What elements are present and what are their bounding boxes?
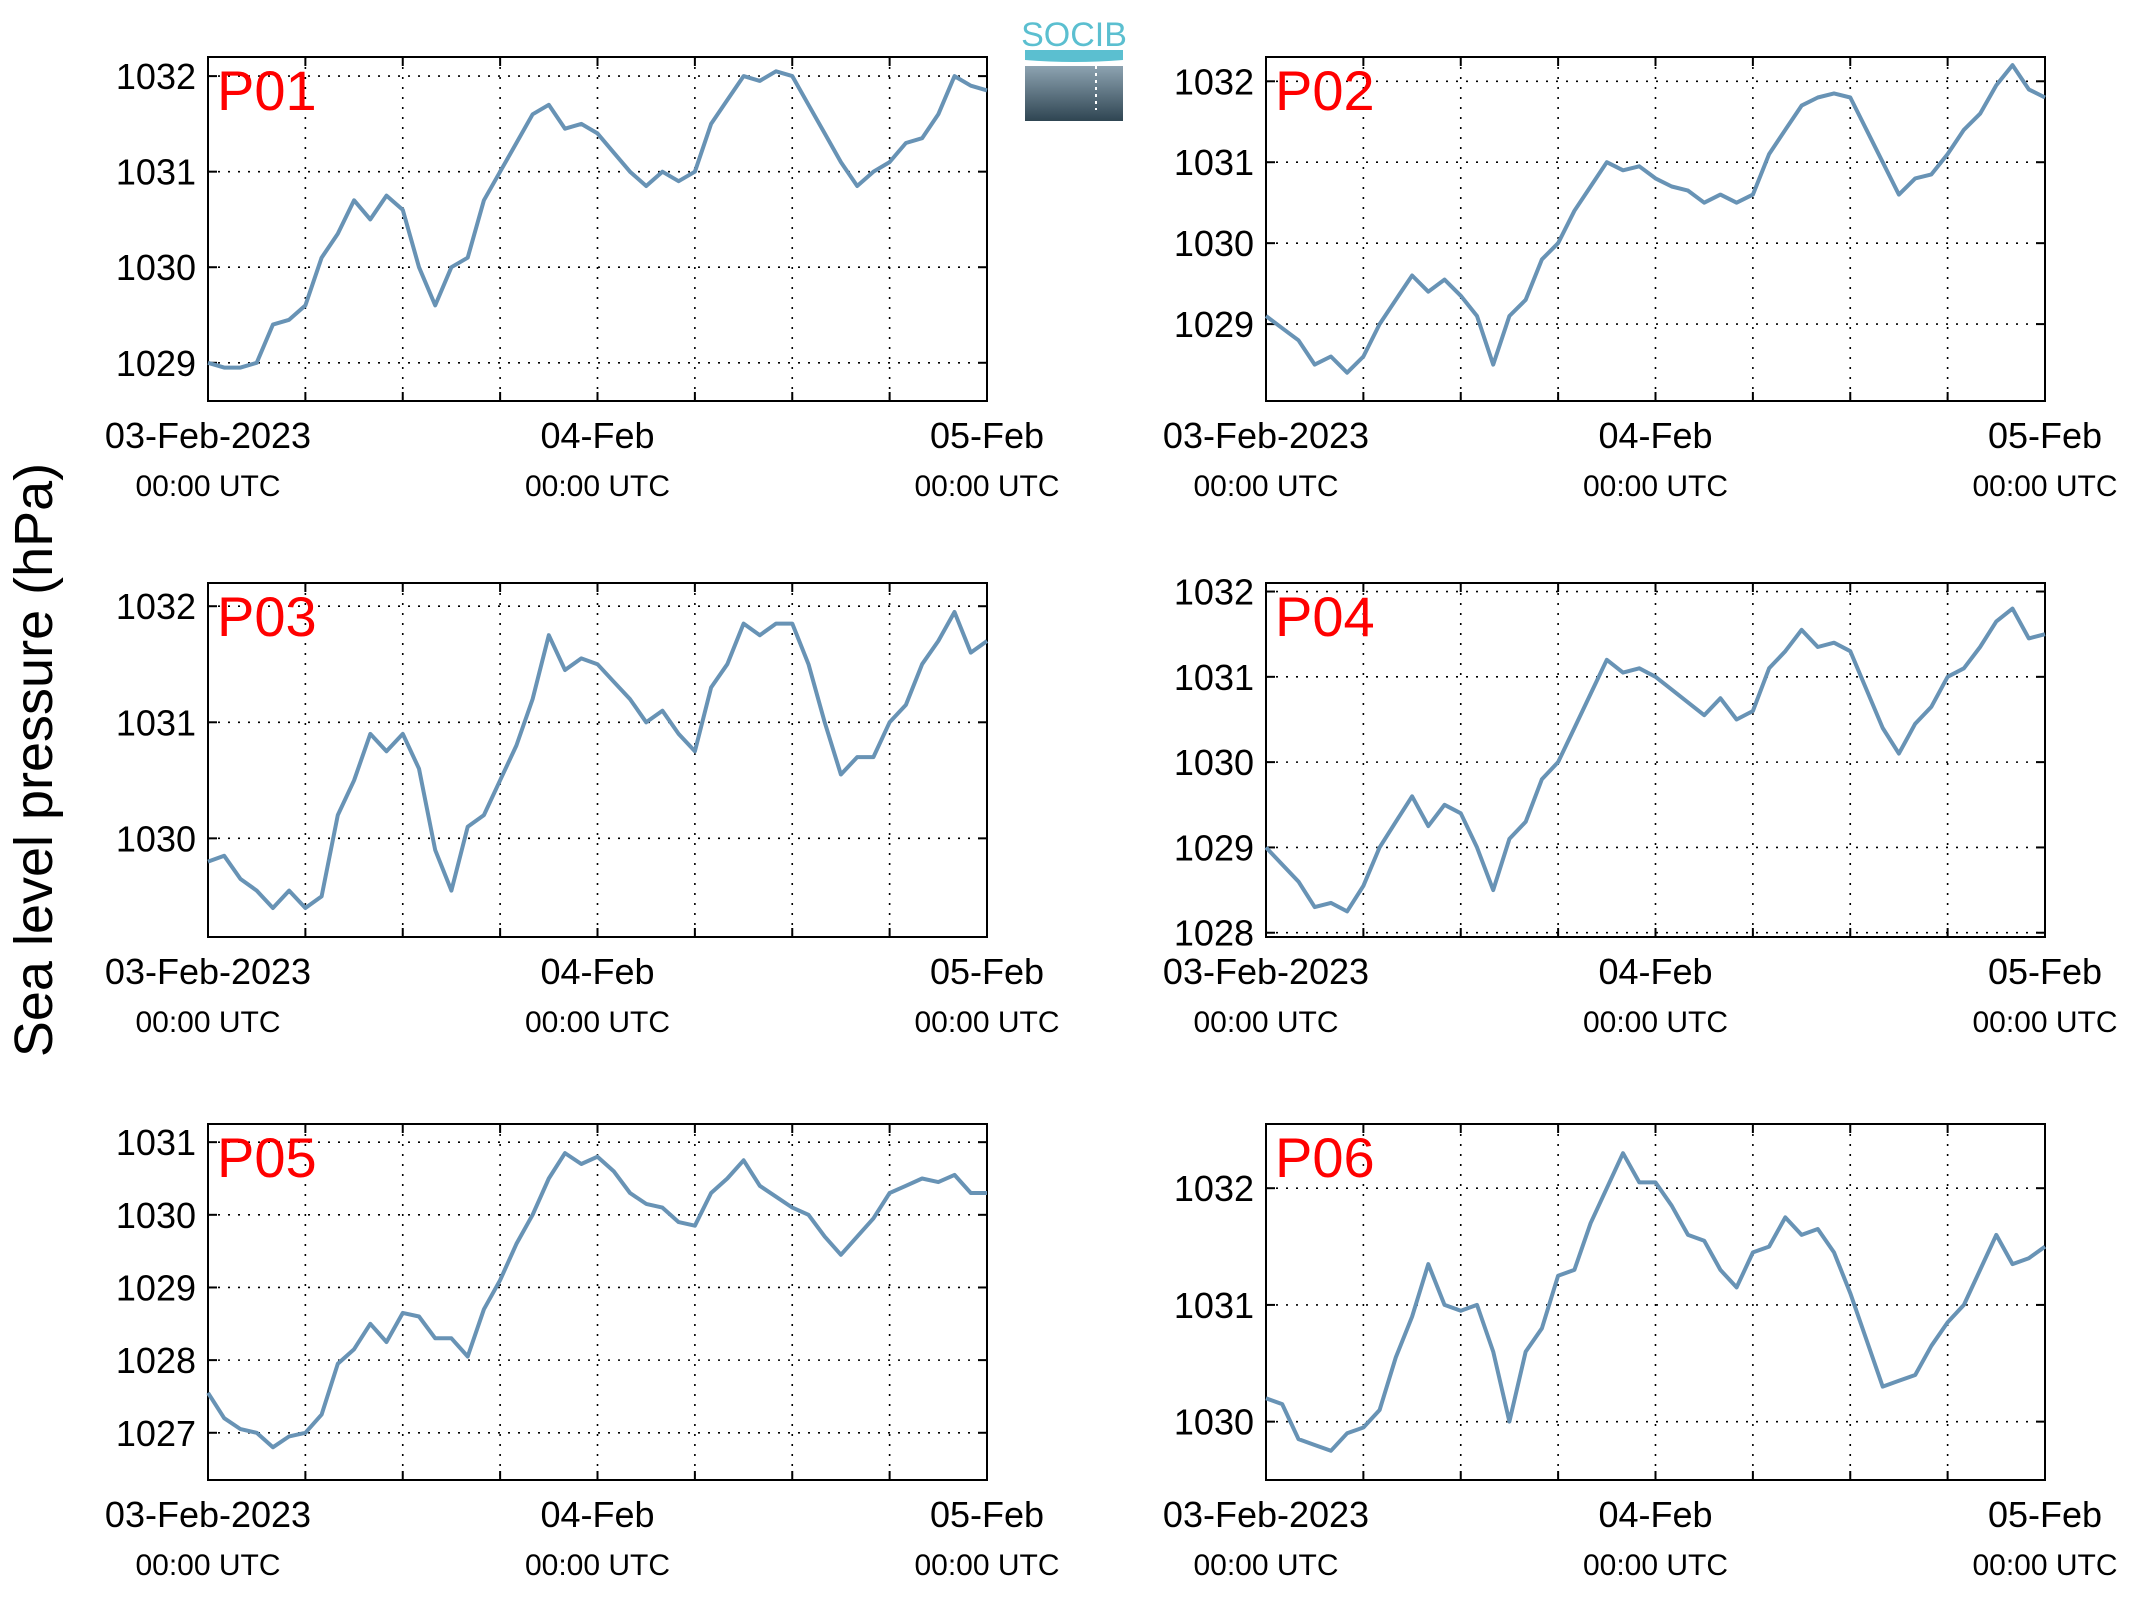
x-tick-label-date: 03-Feb-2023 bbox=[1163, 415, 1369, 456]
x-tick-label-date: 03-Feb-2023 bbox=[105, 1494, 311, 1535]
grid-lines bbox=[1266, 57, 2045, 401]
y-tick-label: 1029 bbox=[1174, 304, 1254, 345]
grid-lines bbox=[208, 1124, 987, 1480]
x-tick-label-date: 03-Feb-2023 bbox=[105, 951, 311, 992]
x-tick-label-time: 00:00 UTC bbox=[1972, 470, 2117, 503]
y-tick-label: 1032 bbox=[1174, 1168, 1254, 1209]
socib-logo: SOCIB bbox=[1021, 16, 1127, 121]
grid-lines bbox=[208, 57, 987, 401]
y-tick-label: 1030 bbox=[116, 1195, 196, 1236]
x-tick-label-date: 04-Feb bbox=[540, 1494, 654, 1535]
x-tick-label-time: 00:00 UTC bbox=[135, 1549, 280, 1582]
y-tick-label: 1030 bbox=[1174, 1402, 1254, 1443]
x-tick-label-date: 05-Feb bbox=[930, 415, 1044, 456]
x-tick-label-time: 00:00 UTC bbox=[1583, 470, 1728, 503]
panel-p04: 1028 1029 1030 1031 1032 03-Feb-2023 00:00 UTC… bbox=[1163, 572, 2118, 1039]
panel-label: P05 bbox=[217, 1126, 317, 1189]
panel-p03: 1030 1031 1032 03-Feb-2023 00:00 UTC 04-Feb 00… bbox=[105, 582, 1060, 1039]
y-tick-label: 1030 bbox=[116, 247, 196, 288]
y-tick-label: 1031 bbox=[1174, 1285, 1254, 1326]
x-tick-label-date: 05-Feb bbox=[930, 1494, 1044, 1535]
x-tick-label-time: 00:00 UTC bbox=[914, 1549, 1059, 1582]
x-tick-label-time: 00:00 UTC bbox=[135, 1006, 280, 1039]
x-tick-label-time: 00:00 UTC bbox=[1583, 1006, 1728, 1039]
x-tick-label-date: 03-Feb-2023 bbox=[1163, 1494, 1369, 1535]
x-tick-label-date: 04-Feb bbox=[540, 951, 654, 992]
y-tick-label: 1030 bbox=[1174, 742, 1254, 783]
y-tick-label: 1032 bbox=[116, 56, 196, 97]
panel-p02: 1029 1030 1031 1032 03-Feb-2023 00:00 UTC 04-F… bbox=[1163, 56, 2118, 503]
panel-label: P02 bbox=[1275, 59, 1375, 122]
y-tick-label: 1029 bbox=[1174, 827, 1254, 868]
x-tick-label-date: 04-Feb bbox=[1598, 415, 1712, 456]
grid-lines bbox=[1266, 1124, 2045, 1480]
x-tick-label-date: 04-Feb bbox=[540, 415, 654, 456]
x-tick-label-date: 05-Feb bbox=[1988, 1494, 2102, 1535]
y-tick-label: 1027 bbox=[116, 1413, 196, 1454]
x-tick-label-time: 00:00 UTC bbox=[135, 470, 280, 503]
x-tick-label-time: 00:00 UTC bbox=[525, 470, 670, 503]
panel-label: P06 bbox=[1275, 1126, 1375, 1189]
series-line bbox=[207, 610, 989, 910]
panel-label: P03 bbox=[217, 585, 317, 648]
series-line bbox=[1265, 1151, 2047, 1453]
x-tick-label-date: 03-Feb-2023 bbox=[105, 415, 311, 456]
x-tick-label-time: 00:00 UTC bbox=[1193, 470, 1338, 503]
panels: 1029 1030 1031 1032 03-Feb-2023 00:00 UTC 04-F… bbox=[105, 56, 2118, 1582]
grid-lines bbox=[1266, 583, 2045, 937]
y-tick-label: 1032 bbox=[1174, 61, 1254, 102]
y-tick-label: 1032 bbox=[1174, 572, 1254, 613]
x-tick-label-time: 00:00 UTC bbox=[1583, 1549, 1728, 1582]
series-line bbox=[1264, 606, 2046, 914]
x-tick-label-date: 05-Feb bbox=[930, 951, 1044, 992]
x-tick-label-time: 00:00 UTC bbox=[1972, 1006, 2117, 1039]
y-tick-label: 1030 bbox=[1174, 223, 1254, 264]
x-tick-label-date: 05-Feb bbox=[1988, 415, 2102, 456]
panel-p01: 1029 1030 1031 1032 03-Feb-2023 00:00 UTC 04-F… bbox=[105, 56, 1060, 503]
axes-frame bbox=[1265, 1123, 2046, 1481]
y-tick-label: 1028 bbox=[1174, 913, 1254, 954]
panel-p06: 1030 1031 1032 03-Feb-2023 00:00 UTC 04-Feb 00… bbox=[1163, 1123, 2118, 1582]
x-tick-label-date: 03-Feb-2023 bbox=[1163, 951, 1369, 992]
x-tick-label-time: 00:00 UTC bbox=[1193, 1549, 1338, 1582]
series-line bbox=[1264, 63, 2046, 375]
y-tick-label: 1032 bbox=[116, 586, 196, 627]
y-tick-label: 1031 bbox=[116, 152, 196, 193]
y-tick-label: 1029 bbox=[116, 1267, 196, 1308]
x-tick-label-date: 04-Feb bbox=[1598, 951, 1712, 992]
panel-label: P01 bbox=[217, 59, 317, 122]
x-tick-label-time: 00:00 UTC bbox=[525, 1006, 670, 1039]
x-tick-label-time: 00:00 UTC bbox=[914, 1006, 1059, 1039]
socib-logo-text: SOCIB bbox=[1021, 16, 1127, 54]
series-line bbox=[206, 1151, 987, 1450]
axes-frame bbox=[207, 1123, 988, 1481]
x-tick-label-date: 04-Feb bbox=[1598, 1494, 1712, 1535]
y-tick-label: 1031 bbox=[116, 702, 196, 743]
x-tick-label-time: 00:00 UTC bbox=[525, 1549, 670, 1582]
panel-label: P04 bbox=[1275, 585, 1375, 648]
x-tick-label-date: 05-Feb bbox=[1988, 951, 2102, 992]
x-tick-label-time: 00:00 UTC bbox=[1972, 1549, 2117, 1582]
y-tick-label: 1028 bbox=[116, 1340, 196, 1381]
y-tick-label: 1030 bbox=[116, 818, 196, 859]
x-tick-label-time: 00:00 UTC bbox=[914, 470, 1059, 503]
y-tick-label: 1031 bbox=[1174, 142, 1254, 183]
y-axis-label: Sea level pressure (hPa) bbox=[4, 463, 64, 1057]
y-tick-label: 1029 bbox=[116, 343, 196, 384]
x-tick-label-time: 00:00 UTC bbox=[1193, 1006, 1338, 1039]
panel-p05: 1027 1028 1029 1030 1031 03-Feb-2023 00:00 UTC… bbox=[105, 1122, 1060, 1582]
y-tick-label: 1031 bbox=[116, 1122, 196, 1163]
y-tick-label: 1031 bbox=[1174, 657, 1254, 698]
series-line bbox=[207, 69, 988, 370]
